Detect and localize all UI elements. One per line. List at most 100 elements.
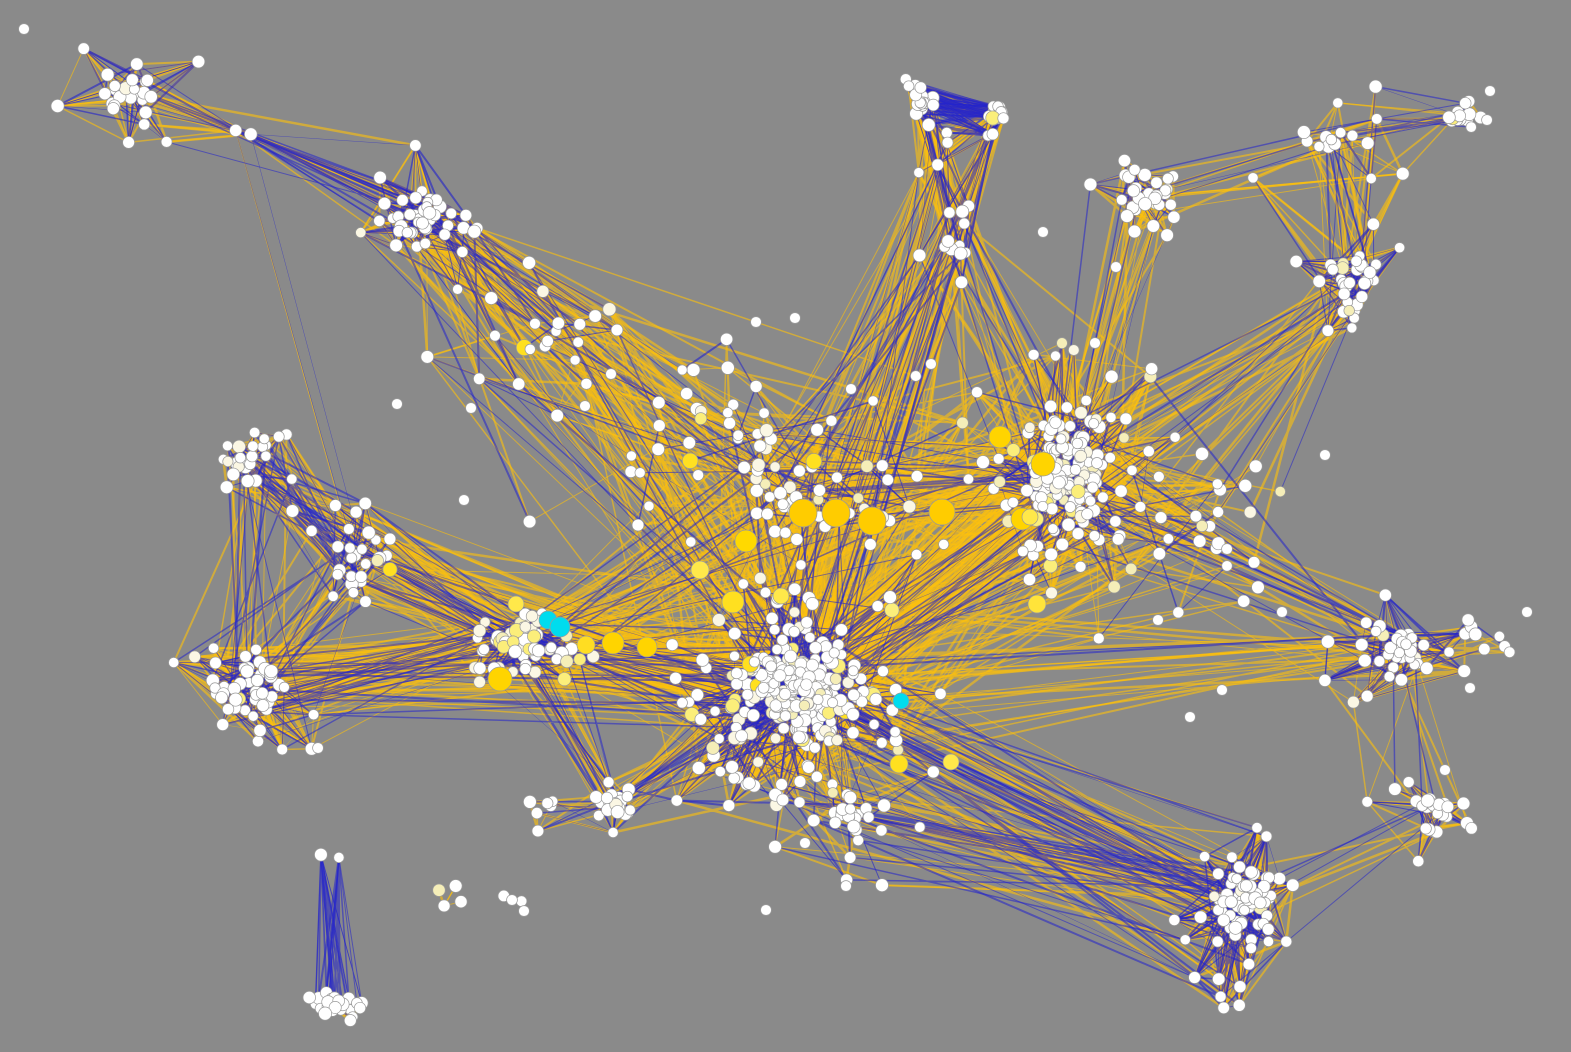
graph-node[interactable] <box>992 452 1005 465</box>
graph-node[interactable] <box>602 302 617 317</box>
graph-node[interactable] <box>438 228 451 241</box>
graph-node[interactable] <box>737 578 749 590</box>
graph-node[interactable] <box>834 623 848 637</box>
graph-node[interactable] <box>1289 254 1303 269</box>
graph-node[interactable] <box>821 705 836 720</box>
graph-node-large[interactable] <box>721 590 745 614</box>
graph-node[interactable] <box>914 81 927 94</box>
graph-node[interactable] <box>941 136 954 149</box>
graph-node[interactable] <box>1049 416 1062 429</box>
graph-node[interactable] <box>805 658 819 672</box>
graph-node-stray[interactable] <box>1319 449 1331 461</box>
graph-node[interactable] <box>1355 638 1369 652</box>
graph-node[interactable] <box>773 669 787 683</box>
graph-node-stray[interactable] <box>750 316 762 328</box>
graph-node[interactable] <box>331 540 345 553</box>
graph-node[interactable] <box>709 705 721 717</box>
graph-node[interactable] <box>222 455 234 468</box>
graph-node[interactable] <box>771 643 783 655</box>
graph-node[interactable] <box>729 650 740 662</box>
graph-node[interactable] <box>419 237 431 250</box>
graph-node[interactable] <box>846 707 860 721</box>
graph-node[interactable] <box>1117 154 1132 168</box>
graph-node[interactable] <box>401 226 413 239</box>
graph-node[interactable] <box>345 552 358 564</box>
graph-node[interactable] <box>343 1014 357 1027</box>
graph-node[interactable] <box>1146 219 1160 233</box>
graph-node[interactable] <box>1047 523 1059 535</box>
graph-node[interactable] <box>1254 896 1267 910</box>
graph-node[interactable] <box>860 459 874 473</box>
graph-node[interactable] <box>489 329 501 342</box>
graph-node[interactable] <box>1071 437 1084 450</box>
graph-node[interactable] <box>1037 500 1049 512</box>
graph-node-stray[interactable] <box>1481 114 1493 126</box>
graph-node[interactable] <box>1211 478 1223 490</box>
graph-node[interactable] <box>889 726 901 738</box>
graph-node[interactable] <box>871 600 884 613</box>
graph-node[interactable] <box>713 733 725 745</box>
graph-node[interactable] <box>383 532 397 546</box>
node-layer[interactable] <box>18 23 1533 1027</box>
graph-node[interactable] <box>765 611 779 625</box>
graph-node[interactable] <box>1238 478 1253 493</box>
graph-node[interactable] <box>722 407 734 419</box>
graph-node-large[interactable] <box>601 631 625 655</box>
graph-node[interactable] <box>877 798 891 813</box>
graph-node[interactable] <box>328 1001 342 1014</box>
graph-node[interactable] <box>804 632 816 643</box>
graph-node[interactable] <box>1152 547 1167 561</box>
graph-node[interactable] <box>1346 129 1359 142</box>
graph-node[interactable] <box>1109 515 1122 528</box>
graph-node[interactable] <box>331 568 344 581</box>
graph-node[interactable] <box>1457 664 1471 678</box>
graph-node[interactable] <box>868 718 880 730</box>
graph-node[interactable] <box>1468 627 1483 642</box>
graph-node[interactable] <box>1360 689 1374 703</box>
graph-node[interactable] <box>1346 322 1358 334</box>
graph-node-stray[interactable] <box>1464 682 1476 694</box>
graph-node[interactable] <box>215 691 229 705</box>
graph-node[interactable] <box>1214 990 1227 1003</box>
graph-node[interactable] <box>1393 647 1405 659</box>
graph-node-highlighted[interactable] <box>549 616 571 638</box>
graph-node[interactable] <box>993 475 1006 488</box>
graph-node[interactable] <box>903 80 915 92</box>
graph-node[interactable] <box>222 440 233 452</box>
graph-node[interactable] <box>244 127 258 141</box>
graph-node[interactable] <box>1247 556 1261 569</box>
graph-node[interactable] <box>1081 508 1094 521</box>
graph-node[interactable] <box>318 1006 333 1021</box>
graph-node[interactable] <box>1503 646 1516 658</box>
graph-node[interactable] <box>1343 276 1356 289</box>
graph-node[interactable] <box>1044 399 1058 413</box>
graph-node[interactable] <box>245 450 259 463</box>
graph-node[interactable] <box>541 335 554 348</box>
graph-node[interactable] <box>130 57 144 71</box>
graph-node[interactable] <box>1244 865 1258 879</box>
graph-node[interactable] <box>748 656 760 668</box>
graph-node[interactable] <box>1384 641 1397 655</box>
graph-node[interactable] <box>1068 344 1080 356</box>
graph-node[interactable] <box>883 590 897 605</box>
graph-node-large[interactable] <box>889 754 909 774</box>
graph-node[interactable] <box>569 354 581 366</box>
graph-node-large[interactable] <box>942 753 960 771</box>
graph-node[interactable] <box>793 796 806 809</box>
graph-node[interactable] <box>953 246 968 261</box>
graph-node[interactable] <box>1361 796 1373 808</box>
graph-node[interactable] <box>247 710 259 722</box>
graph-node[interactable] <box>1167 210 1181 224</box>
graph-node[interactable] <box>846 726 860 740</box>
graph-node[interactable] <box>382 562 398 577</box>
graph-node[interactable] <box>1118 432 1130 444</box>
graph-node[interactable] <box>1159 184 1172 197</box>
graph-node[interactable] <box>600 791 614 804</box>
graph-node[interactable] <box>473 372 486 385</box>
graph-node[interactable] <box>737 460 751 475</box>
graph-node[interactable] <box>1069 464 1082 476</box>
graph-node[interactable] <box>1459 97 1472 110</box>
graph-node[interactable] <box>1115 194 1128 206</box>
graph-node[interactable] <box>938 538 950 550</box>
